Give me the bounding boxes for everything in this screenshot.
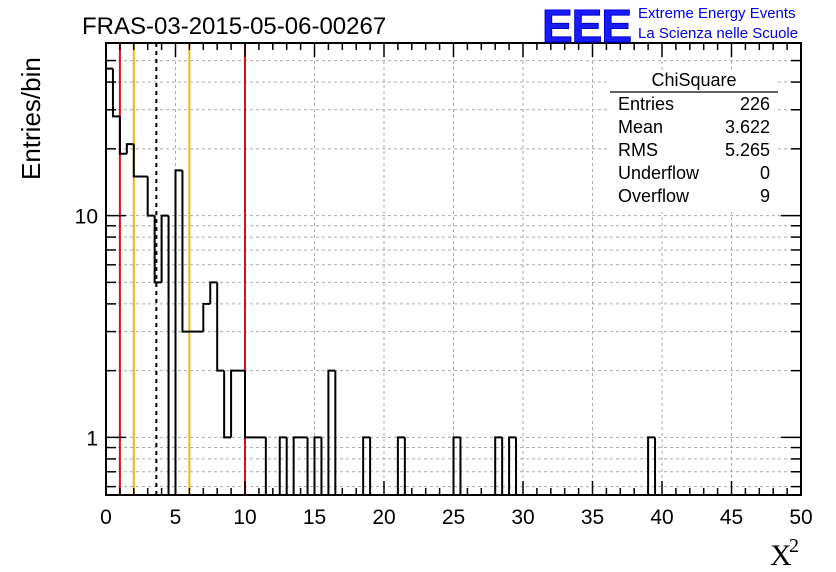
x-tick-label-5: 5: [170, 506, 182, 529]
x-tick-label-45: 45: [720, 506, 743, 529]
stats-row-mean-value: 3.622: [725, 117, 770, 137]
x-axis-label-superscript: 2: [789, 535, 799, 557]
histogram-bin-18: [230, 369, 239, 438]
histogram-bin-20: [244, 370, 252, 439]
x-tick-label-25: 25: [442, 506, 465, 529]
x-tick-label-15: 15: [303, 506, 326, 529]
stats-row-entries-label: Entries: [618, 94, 674, 114]
eee-logo-line2: La Scienza nelle Scuole: [638, 25, 798, 42]
eee-logo-line1: Extreme Energy Events: [638, 5, 796, 22]
x-axis-label: X: [770, 539, 792, 572]
histogram-bin-30: [313, 436, 322, 495]
y-tick-label-10: 10: [75, 206, 98, 229]
histogram-bin-27: [292, 436, 301, 495]
x-tick-label-10: 10: [233, 506, 256, 529]
histogram-bin-11: [181, 170, 190, 333]
x-tick-label-40: 40: [650, 506, 673, 529]
histogram-bin-1: [111, 68, 120, 118]
histogram-bin-3: [125, 143, 134, 154]
y-axis-label: Entries/bin: [16, 57, 46, 180]
histogram-bin-37: [362, 436, 371, 495]
stats-box-background: [610, 70, 778, 212]
stats-row-underflow-value: 0: [760, 163, 770, 183]
x-tick-label-35: 35: [581, 506, 604, 529]
chart-title: FRAS-03-2015-05-06-00267: [82, 13, 386, 40]
x-tick-label-50: 50: [789, 506, 812, 529]
stats-row-rms-value: 5.265: [725, 140, 770, 160]
histogram-bin-14: [202, 302, 211, 332]
x-tick-label-0: 0: [100, 506, 112, 529]
histogram-bin-8: [160, 214, 169, 283]
histogram-bin-78: [647, 436, 656, 495]
histogram-bin-6: [146, 176, 155, 217]
x-tick-label-20: 20: [372, 506, 395, 529]
histogram-bin-17: [223, 370, 232, 439]
stats-row-overflow-label: Overflow: [618, 186, 690, 206]
histogram-bars: [105, 67, 657, 496]
histogram-bin-32: [327, 369, 336, 495]
histogram-bin-56: [494, 436, 503, 495]
stats-box: ChiSquare Entries 226 Mean 3.622 RMS 5.2…: [610, 70, 778, 212]
histogram-bin-4: [132, 144, 141, 178]
x-tick-label-30: 30: [511, 506, 534, 529]
stats-row-underflow-label: Underflow: [618, 163, 700, 183]
y-tick-label-1: 1: [86, 427, 98, 450]
histogram-bin-25: [278, 436, 287, 495]
histogram-bin-16: [216, 282, 225, 372]
eee-logo-text: EEE: [542, 0, 631, 52]
stats-row-mean-label: Mean: [618, 117, 663, 137]
axes: 0 5 10 15 20 25 30 35 40 45 50 1 10: [75, 42, 813, 529]
stats-row-rms-label: RMS: [618, 140, 658, 160]
histogram-bin-7: [153, 215, 162, 284]
histogram-bin-58: [508, 436, 517, 495]
histogram-bin-15: [209, 281, 218, 304]
eee-logo: EEE Extreme Energy Events La Scienza nel…: [542, 0, 799, 53]
histogram-bin-10: [174, 169, 183, 495]
histogram-bin-42: [396, 436, 405, 495]
histogram-bin-9: [167, 215, 176, 496]
stats-row-entries-value: 226: [740, 94, 770, 114]
histogram-bin-33: [334, 370, 343, 496]
histogram-bin-2: [118, 116, 127, 155]
stats-box-title: ChiSquare: [651, 70, 736, 90]
stats-row-overflow-value: 9: [760, 186, 770, 206]
histogram-bin-50: [452, 436, 461, 495]
